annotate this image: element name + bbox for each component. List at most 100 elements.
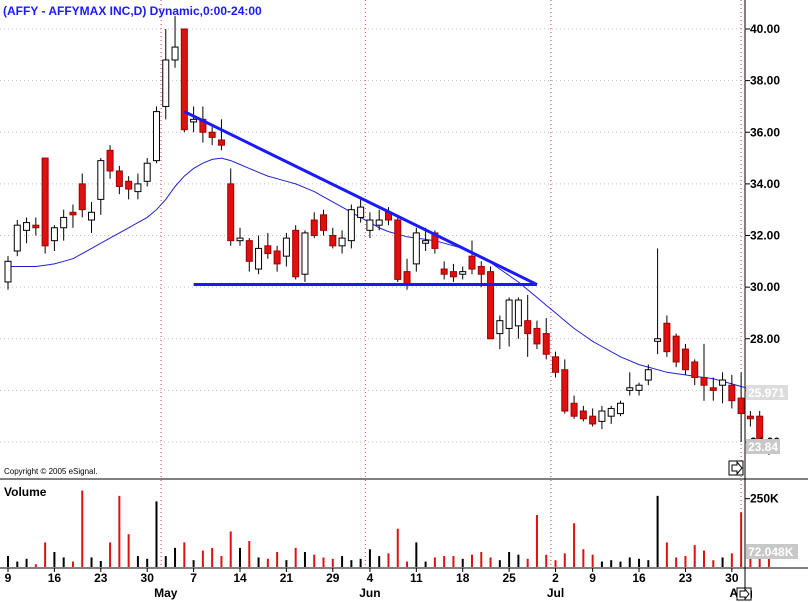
candle-body [41, 157, 49, 247]
candle-body [422, 240, 430, 244]
candle-body [13, 224, 21, 252]
date-tick-label: 18 [456, 571, 470, 585]
moving-average-layer [8, 157, 760, 392]
candle-body [552, 356, 560, 373]
volume-last-label: 72.048K [748, 545, 794, 559]
candle-body [477, 265, 485, 275]
date-tick-label: 9 [589, 571, 596, 585]
candle-body [626, 387, 634, 391]
candle-body [320, 214, 328, 231]
price-tick-label: 38.00 [750, 74, 780, 88]
date-tick-label: 30 [141, 571, 155, 585]
candle-body [180, 28, 188, 131]
date-tick-label: 2 [552, 571, 559, 585]
candle-body [171, 46, 179, 61]
candle-body [143, 162, 151, 182]
candle-body [561, 369, 569, 412]
candles-layer [4, 16, 773, 455]
trendline-descending-resistance [183, 110, 538, 286]
candle-body [245, 240, 253, 262]
candle-body [663, 322, 671, 353]
candle-body [301, 232, 309, 275]
date-tick-label: 29 [326, 571, 340, 585]
price-tick-label: 28.00 [750, 332, 780, 346]
ma-value-box [746, 385, 788, 400]
last-price-label: 23.84 [748, 440, 778, 454]
moving-average-line [8, 157, 760, 392]
month-label: Jun [359, 586, 380, 600]
candle-body [60, 216, 68, 229]
price-tick-label: 32.00 [750, 229, 780, 243]
price-tick-label: 40.00 [750, 22, 780, 36]
date-tick-label: 9 [5, 571, 12, 585]
candle-body [357, 206, 365, 218]
candle-body [69, 211, 77, 216]
candle-body [347, 209, 355, 242]
volume-panel-title: Volume [4, 485, 47, 499]
candle-body [282, 237, 290, 257]
date-tick-label: 21 [280, 571, 294, 585]
candle-body [310, 219, 318, 236]
candle-body [728, 384, 736, 402]
candle-body [329, 235, 337, 247]
scroll-right-bottom-icon[interactable] [736, 587, 752, 601]
candle-body [152, 111, 160, 162]
candle-body [227, 183, 235, 242]
date-tick-label: 23 [94, 571, 108, 585]
date-tick-label: 4 [367, 571, 374, 585]
candle-body [487, 271, 495, 340]
candle-body [737, 397, 745, 415]
candle-body [97, 160, 105, 200]
candle-body [78, 183, 86, 211]
candle-body [264, 245, 272, 255]
candle-body [709, 387, 717, 391]
candle-body [607, 407, 615, 417]
candle-body [394, 219, 402, 280]
trendlines-layer [183, 110, 538, 287]
candle-body [403, 271, 411, 286]
date-tick-label: 25 [502, 571, 516, 585]
candle-body [672, 335, 680, 363]
candle-body [533, 327, 541, 345]
date-tick-label: 30 [725, 571, 739, 585]
candle-body [273, 250, 281, 265]
candle-body [598, 410, 606, 422]
candle-body [570, 402, 578, 417]
month-label: May [154, 586, 178, 600]
candle-body [338, 237, 346, 247]
candle-body [190, 118, 198, 123]
candle-body [23, 222, 31, 231]
candle-body [681, 348, 689, 371]
ma-value-label: 25.971 [748, 386, 785, 400]
candle-body [449, 271, 457, 278]
candle-body [589, 415, 597, 425]
candle-body [542, 333, 550, 355]
candle-body [125, 180, 133, 190]
candle-body [208, 131, 216, 138]
date-tick-label: 11 [410, 571, 423, 585]
date-tick-label: 16 [48, 571, 62, 585]
candle-body [496, 320, 504, 335]
volume-last-box [746, 544, 798, 559]
candle-body [514, 299, 522, 327]
candle-body [691, 361, 699, 378]
candle-body [162, 59, 170, 107]
candle-body [217, 139, 225, 146]
candle-body [459, 271, 467, 275]
candle-body [644, 369, 652, 381]
candle-body [412, 232, 420, 265]
axis-labels-layer: 40.0038.0036.0034.0032.0030.0028.0026.00… [5, 22, 781, 600]
chart-title: (AFFY - AFFYMAX INC,D) Dynamic,0:00-24:0… [3, 4, 262, 18]
candle-body [106, 149, 114, 172]
candle-body [88, 211, 96, 221]
volume-tick-label: 250K [750, 492, 779, 506]
candle-body [50, 227, 58, 242]
candle-body [4, 260, 12, 283]
scroll-right-icon[interactable] [728, 460, 744, 476]
price-tick-label: 30.00 [750, 280, 780, 294]
candle-body [366, 219, 374, 231]
candle-body [616, 402, 624, 415]
candle-body [134, 183, 142, 193]
candle-body [700, 376, 708, 386]
